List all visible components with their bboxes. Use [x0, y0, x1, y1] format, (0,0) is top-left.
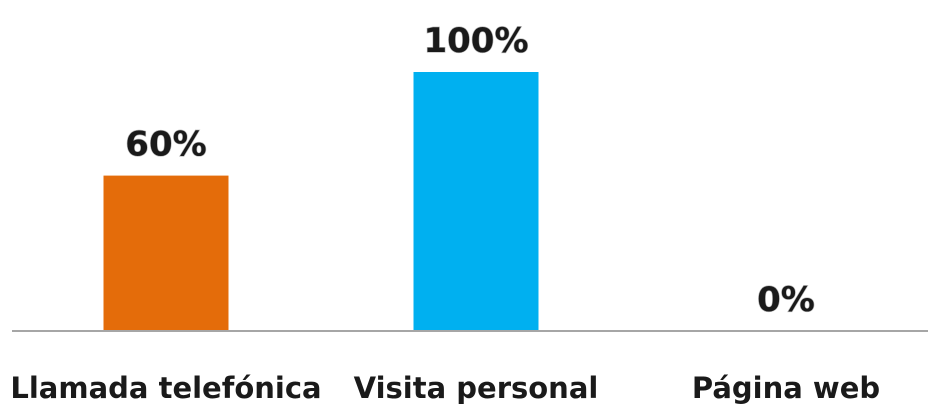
category-labels-layer: Llamada telefónica Visita personal Página …	[10, 371, 880, 405]
value-label-1: 100%	[423, 21, 528, 61]
value-label-2: 0%	[757, 280, 815, 320]
bar-0	[103, 175, 229, 331]
category-label-2: Página web	[692, 371, 880, 405]
bars-layer	[103, 72, 539, 331]
value-label-0: 60%	[125, 125, 206, 165]
category-label-0: Llamada telefónica	[10, 371, 321, 405]
bar-1	[413, 72, 539, 331]
value-labels-layer: 60% 100% 0%	[125, 20, 816, 320]
category-label-1: Visita personal	[354, 371, 599, 405]
